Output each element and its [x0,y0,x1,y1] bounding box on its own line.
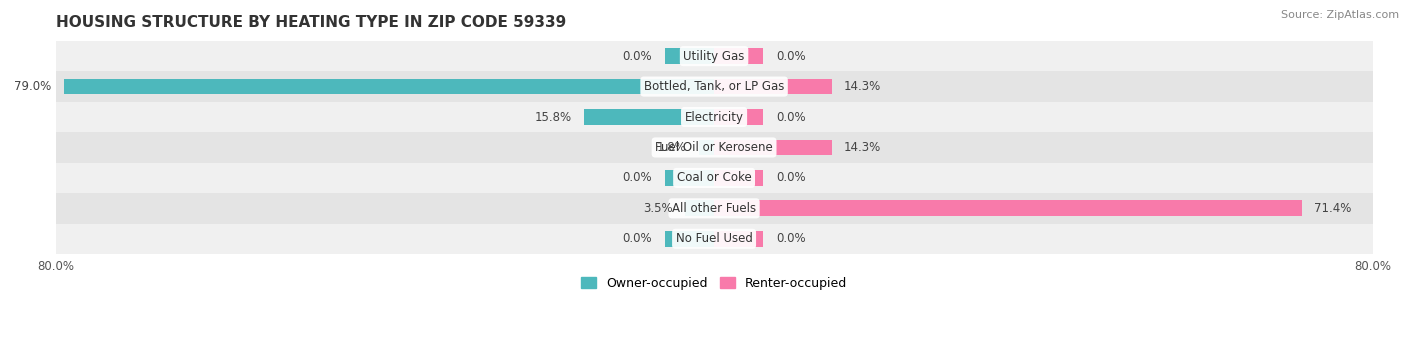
Text: 0.0%: 0.0% [623,172,652,184]
Text: 71.4%: 71.4% [1315,202,1351,215]
Text: 15.8%: 15.8% [534,110,572,123]
Bar [583,109,714,125]
Bar [714,79,832,94]
Text: 1.8%: 1.8% [657,141,688,154]
Text: 0.0%: 0.0% [776,232,806,245]
Bar [0,224,1406,254]
Bar [665,48,714,64]
Text: 3.5%: 3.5% [644,202,673,215]
Text: No Fuel Used: No Fuel Used [676,232,752,245]
Bar [714,201,1302,216]
Text: 0.0%: 0.0% [776,172,806,184]
Legend: Owner-occupied, Renter-occupied: Owner-occupied, Renter-occupied [576,272,852,295]
Text: 14.3%: 14.3% [844,141,882,154]
Text: Source: ZipAtlas.com: Source: ZipAtlas.com [1281,10,1399,20]
Bar [665,170,714,186]
Bar [0,102,1406,132]
Bar [0,193,1406,224]
Bar [714,170,763,186]
Text: All other Fuels: All other Fuels [672,202,756,215]
Text: Coal or Coke: Coal or Coke [676,172,751,184]
Text: 79.0%: 79.0% [14,80,52,93]
Bar [714,139,832,155]
Bar [714,109,763,125]
Bar [685,201,714,216]
Bar [0,132,1406,163]
Text: 14.3%: 14.3% [844,80,882,93]
Text: 0.0%: 0.0% [776,49,806,63]
Text: 0.0%: 0.0% [776,110,806,123]
Bar [0,163,1406,193]
Bar [665,231,714,247]
Bar [63,79,714,94]
Text: HOUSING STRUCTURE BY HEATING TYPE IN ZIP CODE 59339: HOUSING STRUCTURE BY HEATING TYPE IN ZIP… [56,15,565,30]
Text: Bottled, Tank, or LP Gas: Bottled, Tank, or LP Gas [644,80,785,93]
Bar [0,71,1406,102]
Bar [714,231,763,247]
Bar [699,139,714,155]
Text: 0.0%: 0.0% [623,49,652,63]
Text: Utility Gas: Utility Gas [683,49,745,63]
Bar [0,41,1406,71]
Text: Fuel Oil or Kerosene: Fuel Oil or Kerosene [655,141,773,154]
Bar [714,48,763,64]
Text: Electricity: Electricity [685,110,744,123]
Text: 0.0%: 0.0% [623,232,652,245]
